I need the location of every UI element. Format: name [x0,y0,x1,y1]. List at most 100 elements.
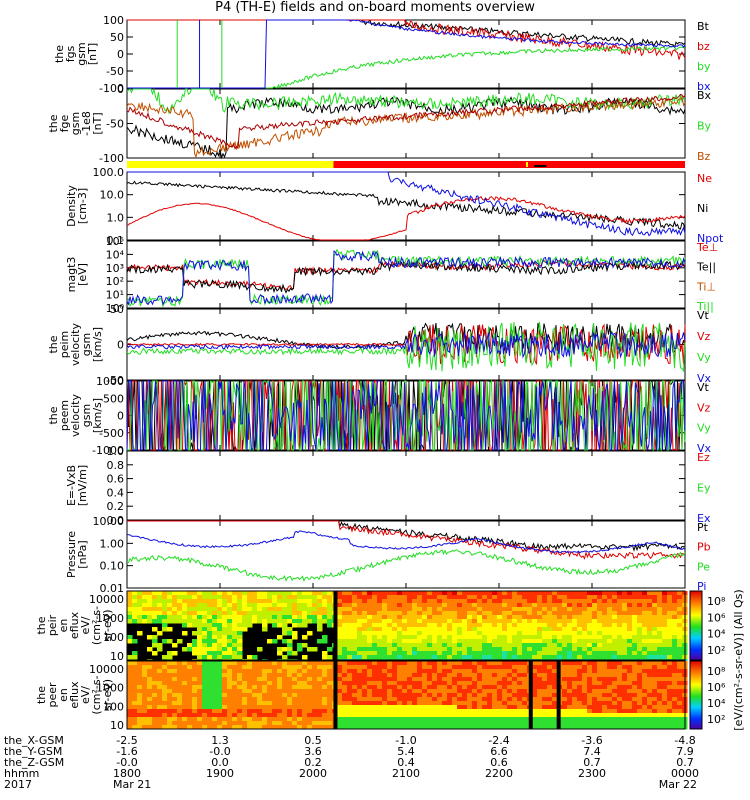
heatmap-cell [542,713,548,718]
heatmap-cell [322,655,328,660]
y-axis-label: sr-eV) [101,679,114,711]
heatmap-cell [252,591,258,596]
heatmap-cell [362,689,368,694]
heatmap-cell [337,689,343,694]
colorbar-tick: 10² [707,644,725,657]
heatmap-cell [422,689,428,694]
trace-temp-tepar [126,260,686,294]
heatmap-cell [462,599,468,604]
heatmap-cell [672,681,678,686]
heatmap-cell [572,725,578,730]
heatmap-cell [552,651,558,656]
heatmap-cell [482,709,488,714]
heatmap-cell [632,623,638,628]
heatmap-cell [477,631,483,636]
heatmap-cell [507,647,513,652]
heatmap-cell [267,599,273,604]
heatmap-cell [347,607,353,612]
heatmap-cell [627,685,633,690]
heatmap-cell [287,611,293,616]
heatmap-cell [397,639,403,644]
heatmap-cell [432,619,438,624]
heatmap-cell [557,623,563,628]
heatmap-cell [677,639,683,644]
heatmap-cell [342,701,348,706]
heatmap-cell [242,709,248,714]
heatmap-cell [522,709,528,714]
heatmap-cell [622,713,628,718]
heatmap-cell [287,713,293,718]
heatmap-cell [147,689,153,694]
heatmap-cell [507,591,513,596]
heatmap-cell [607,639,613,644]
heatmap-cell [617,619,623,624]
heatmap-cell [237,651,243,656]
heatmap-cell [572,635,578,640]
heatmap-cell [202,681,208,686]
heatmap-cell [377,639,383,644]
heatmap-cell [562,651,568,656]
heatmap-cell [312,725,318,730]
y-axis-label: Density [65,185,78,227]
heatmap-cell [472,661,478,666]
heatmap-cell [172,689,178,694]
heatmap-cell [592,713,598,718]
heatmap-cell [132,603,138,608]
heatmap-cell [482,651,488,656]
heatmap-cell [597,677,603,682]
panel-frame-temp [126,240,686,309]
y-tick-label: 0.10 [100,560,125,573]
heatmap-cell [237,615,243,620]
heatmap-cell [637,697,643,702]
y-axis-label: en [57,688,70,702]
heatmap-cell [442,599,448,604]
heatmap-cell [127,685,133,690]
heatmap-cell [137,717,143,722]
heatmap-cell [397,651,403,656]
y-tick-label: 10000 [89,663,124,676]
heatmap-cell [642,627,648,632]
heatmap-cell [172,591,178,596]
heatmap-cell [227,681,233,686]
heatmap-cell [652,673,658,678]
heatmap-cell [582,661,588,666]
heatmap-cell [592,639,598,644]
heatmap-cell [677,709,683,714]
heatmap-cell [292,697,298,702]
heatmap-cell [367,655,373,660]
heatmap-cell [487,669,493,674]
heatmap-cell [602,681,608,686]
heatmap-cell [357,665,363,670]
heatmap-cell [172,665,178,670]
heatmap-cell [247,725,253,730]
heatmap-cell [547,697,553,702]
heatmap-cell [282,705,288,710]
heatmap-cell [532,713,538,718]
heatmap-cell [442,619,448,624]
heatmap-cell [147,677,153,682]
heatmap-cell [367,701,373,706]
heatmap-cell [142,701,148,706]
heatmap-cell [257,721,263,726]
heatmap-cell [437,607,443,612]
heatmap-cell [167,677,173,682]
heatmap-cell [207,681,213,686]
heatmap-cell [622,705,628,710]
heatmap-cell [352,647,358,652]
heatmap-cell [542,677,548,682]
heatmap-cell [382,693,388,698]
heatmap-cell [672,725,678,730]
heatmap-cell [292,595,298,600]
legend-entry-Ez: Ez [697,451,710,464]
heatmap-cell [652,635,658,640]
heatmap-cell [482,725,488,730]
y-axis-label: the [53,45,66,63]
heatmap-cell [567,721,573,726]
heatmap-cell [197,623,203,628]
heatmap-cell [177,669,183,674]
heatmap-cell [362,677,368,682]
heatmap-cell [652,647,658,652]
heatmap-cell [612,595,618,600]
heatmap-cell [517,665,523,670]
heatmap-cell [577,599,583,604]
